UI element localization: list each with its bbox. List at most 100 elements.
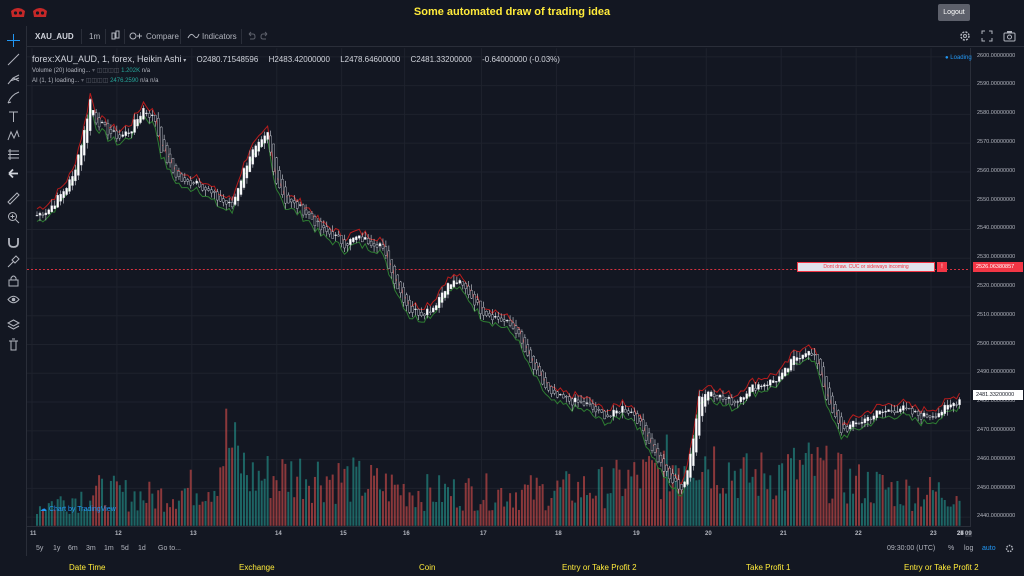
volume-bar bbox=[852, 493, 855, 526]
indicators-button[interactable]: Indicators bbox=[202, 32, 237, 41]
indicators-icon[interactable] bbox=[187, 31, 200, 41]
volume-label[interactable]: Volume (20) loading... bbox=[32, 68, 91, 74]
candle-body bbox=[559, 394, 562, 396]
utc-time[interactable]: 09:30:00 (UTC) bbox=[887, 545, 936, 552]
candle-body bbox=[467, 285, 470, 295]
prediction-icon[interactable] bbox=[7, 148, 20, 161]
symbol-search[interactable]: XAU_AUD bbox=[35, 32, 74, 41]
volume-bar bbox=[83, 508, 86, 526]
fullscreen-icon[interactable] bbox=[981, 30, 993, 42]
range-1d[interactable]: 1d bbox=[138, 545, 146, 552]
range-5y[interactable]: 5y bbox=[36, 545, 44, 552]
candle-body bbox=[325, 226, 328, 232]
volume-bar bbox=[310, 502, 313, 526]
candle-body bbox=[916, 410, 920, 416]
range-1m[interactable]: 1m bbox=[104, 545, 114, 552]
candle-body bbox=[364, 237, 367, 240]
auto-toggle[interactable]: auto bbox=[982, 545, 996, 552]
annotation-alert-badge[interactable]: ! bbox=[937, 262, 947, 272]
camera-snapshot-icon[interactable] bbox=[1003, 30, 1016, 42]
candle-body bbox=[627, 410, 630, 414]
candle-style-icon[interactable] bbox=[111, 30, 120, 42]
candle-body bbox=[748, 386, 751, 397]
lock-drawing-icon[interactable] bbox=[7, 255, 20, 268]
study-controls-icon[interactable]: ▾ ◫◫◫◫ bbox=[92, 68, 122, 74]
text-tool-icon[interactable] bbox=[7, 110, 20, 123]
redo-icon[interactable] bbox=[260, 31, 270, 41]
back-arrow-icon[interactable] bbox=[7, 167, 20, 180]
candle-body bbox=[65, 187, 68, 195]
lock-icon[interactable] bbox=[7, 274, 20, 287]
eye-icon[interactable] bbox=[7, 293, 20, 306]
axis-settings-gear-icon[interactable] bbox=[1005, 544, 1014, 553]
candle-body bbox=[919, 413, 923, 420]
volume-bar bbox=[195, 493, 198, 526]
volume-bar bbox=[260, 480, 263, 526]
layers-icon[interactable] bbox=[7, 319, 20, 332]
undo-icon[interactable] bbox=[246, 31, 256, 41]
pattern-icon[interactable] bbox=[7, 129, 20, 142]
volume-bar bbox=[124, 480, 127, 526]
volume-bar bbox=[248, 491, 251, 526]
brand-logo-icon-2 bbox=[33, 8, 47, 17]
candle-body bbox=[118, 134, 121, 139]
footer-entry-tp2: Entry or Take Profit 2 bbox=[562, 563, 637, 572]
price-chart[interactable] bbox=[27, 48, 971, 526]
candle-body bbox=[358, 235, 361, 239]
candle-body bbox=[257, 141, 260, 152]
candle-body bbox=[745, 393, 748, 399]
trash-icon[interactable] bbox=[7, 338, 20, 351]
range-6m[interactable]: 6m bbox=[68, 545, 78, 552]
ruler-icon[interactable] bbox=[7, 192, 20, 205]
settings-gear-icon[interactable] bbox=[959, 30, 971, 42]
percent-toggle[interactable]: % bbox=[948, 545, 955, 552]
trade-idea-annotation[interactable]: Dont draw. CUC or sideways incoming bbox=[797, 262, 935, 272]
footer-coin: Coin bbox=[419, 563, 436, 572]
legend-dropdown-icon[interactable]: ▾ bbox=[181, 58, 187, 64]
legend-title[interactable]: forex:XAU_AUD, 1, forex, Heikin Ashi bbox=[32, 54, 182, 64]
candle-body bbox=[816, 354, 819, 364]
volume-value: 1.202K bbox=[121, 68, 141, 74]
candle-body bbox=[420, 312, 423, 316]
price-tick-label: 2510.00000000 bbox=[977, 311, 1016, 318]
volume-bar bbox=[242, 452, 245, 526]
pitchfork-icon[interactable] bbox=[7, 72, 20, 85]
price-axis[interactable]: 2600.00000000 2590.00000000 2580.00000000 2… bbox=[972, 48, 1024, 526]
candle-body bbox=[547, 382, 550, 391]
interval-selector[interactable]: 1m bbox=[89, 32, 101, 41]
volume-bar bbox=[402, 483, 405, 526]
brush-icon[interactable] bbox=[7, 91, 20, 104]
candle-body bbox=[556, 391, 559, 398]
ai-label[interactable]: AI (1, 1) loading... bbox=[32, 78, 80, 84]
volume-bar bbox=[571, 500, 574, 526]
log-toggle[interactable]: log bbox=[964, 545, 974, 552]
study-controls-icon[interactable]: ▾ ◫◫◫◫ bbox=[81, 78, 111, 84]
volume-bar bbox=[491, 510, 494, 526]
goto-button[interactable]: Go to... bbox=[158, 545, 181, 552]
volume-bar bbox=[50, 501, 53, 526]
magnet-icon[interactable] bbox=[7, 236, 20, 249]
volume-bar bbox=[414, 507, 417, 526]
candle-body bbox=[355, 236, 358, 241]
legend-change: -0.64000000 (-0.03%) bbox=[482, 55, 560, 64]
volume-bar bbox=[376, 468, 379, 526]
tradingview-watermark[interactable]: ☁ Chart by TradingView bbox=[40, 505, 116, 513]
volume-bar bbox=[869, 502, 872, 526]
range-5d[interactable]: 5d bbox=[121, 545, 129, 552]
zoom-in-icon[interactable] bbox=[7, 211, 20, 224]
volume-bar bbox=[671, 465, 674, 526]
price-tick-label: 2450.00000000 bbox=[977, 484, 1016, 491]
logout-button[interactable]: Logout bbox=[938, 4, 970, 21]
compare-icon[interactable] bbox=[129, 31, 143, 41]
candle-body bbox=[242, 168, 246, 188]
volume-bar bbox=[580, 497, 583, 526]
trend-line-icon[interactable] bbox=[7, 53, 20, 66]
volume-bar bbox=[529, 475, 532, 526]
range-1y[interactable]: 1y bbox=[53, 545, 61, 552]
candle-body bbox=[529, 349, 532, 363]
time-axis[interactable]: 11 12 13 14 15 16 17 18 19 20 21 22 23 24 25 26 27 09 bbox=[27, 526, 972, 541]
candle-body bbox=[157, 118, 160, 137]
compare-button[interactable]: Compare bbox=[146, 32, 179, 41]
range-3m[interactable]: 3m bbox=[86, 545, 96, 552]
crosshair-icon[interactable] bbox=[7, 34, 20, 47]
